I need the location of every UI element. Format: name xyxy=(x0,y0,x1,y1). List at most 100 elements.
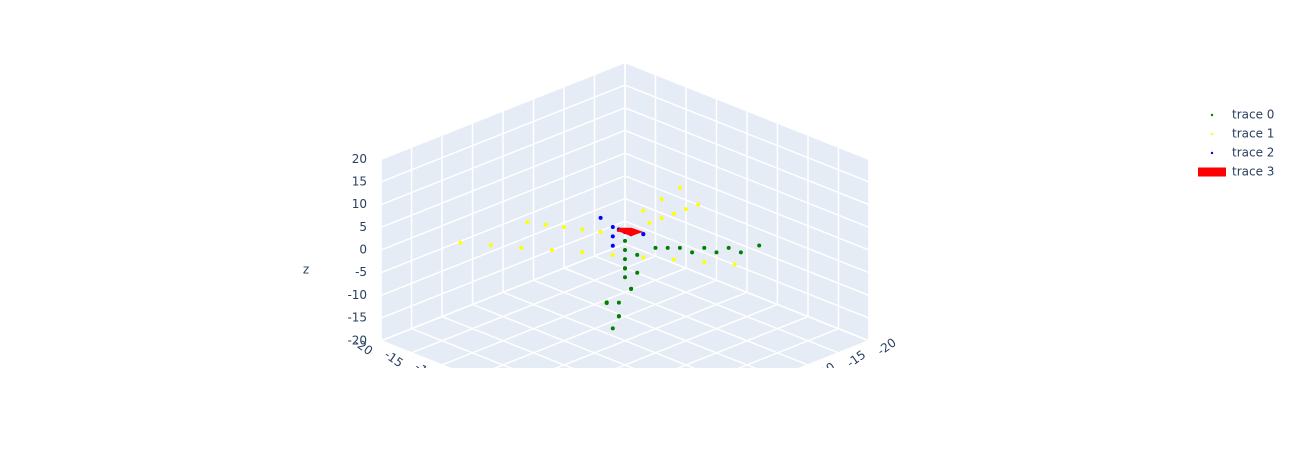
grid-line xyxy=(502,291,696,368)
data-point xyxy=(635,252,640,257)
data-line xyxy=(616,227,644,237)
x-tick-label: -5 xyxy=(449,376,467,394)
floor xyxy=(381,243,869,368)
z-tick-label: 5 xyxy=(359,220,367,234)
grid-line xyxy=(380,61,626,160)
data-point xyxy=(641,231,646,236)
z-tick-label: 0 xyxy=(359,243,367,257)
grid-line xyxy=(533,279,757,368)
z-tick-label: 10 xyxy=(352,197,367,211)
y-tick-label: 20 xyxy=(631,435,652,450)
data-point xyxy=(543,222,548,227)
grid-line xyxy=(624,175,870,274)
data-point xyxy=(635,270,640,275)
grid-line xyxy=(563,267,809,366)
y-tick-label: -20 xyxy=(875,335,899,358)
z-tick-label: -20 xyxy=(347,333,367,347)
data-point xyxy=(574,407,578,411)
data-point xyxy=(641,255,646,260)
data-point xyxy=(732,262,737,267)
data-point xyxy=(598,229,603,234)
grid-line xyxy=(798,340,870,368)
data-point xyxy=(702,245,707,250)
grid-line xyxy=(624,243,870,342)
x-tick-label: 0 xyxy=(483,391,497,407)
x-tick-label: 15 xyxy=(568,423,589,443)
data-point xyxy=(677,245,682,250)
legend-label: trace 1 xyxy=(1232,127,1274,141)
y-tick-label: 5 xyxy=(722,403,736,419)
data-point xyxy=(641,208,646,213)
grid-line xyxy=(624,107,870,206)
z-tick-label: -10 xyxy=(347,288,367,302)
legend: trace 0 trace 1 trace 2 trace 3 xyxy=(1198,108,1274,179)
grid-line xyxy=(624,84,870,183)
grid-line xyxy=(380,197,626,297)
y-tick-label: 10 xyxy=(692,410,713,430)
z-tick-label: -15 xyxy=(347,311,367,325)
data-point xyxy=(580,227,585,232)
grid-line xyxy=(624,61,870,160)
x-tick-label: 20 xyxy=(599,435,620,450)
data-point xyxy=(690,250,695,255)
grid-line xyxy=(380,340,452,368)
grid-line xyxy=(380,152,626,251)
data-point xyxy=(659,216,664,221)
data-point xyxy=(714,250,719,255)
grid-line xyxy=(380,129,626,229)
data-point xyxy=(598,215,603,220)
data-point xyxy=(616,300,621,305)
data-point xyxy=(604,300,609,305)
data-point xyxy=(757,243,762,248)
grid-line xyxy=(737,327,839,368)
data-point xyxy=(665,245,670,250)
z-tick-label: -5 xyxy=(355,265,367,279)
legend-label: trace 2 xyxy=(1232,146,1274,160)
legend-label: trace 3 xyxy=(1232,165,1274,179)
z-axis-title: z xyxy=(303,263,309,277)
grid-line xyxy=(441,315,574,368)
legend-swatch xyxy=(1210,132,1214,136)
data-point xyxy=(623,275,627,280)
data-point xyxy=(629,287,634,292)
x-tick-label: -15 xyxy=(382,347,406,370)
data-point xyxy=(574,397,578,401)
data-point xyxy=(610,252,615,257)
grid-line xyxy=(380,175,626,274)
legend-swatch xyxy=(1210,151,1214,155)
data-point xyxy=(671,257,676,262)
legend-label: trace 0 xyxy=(1232,108,1274,122)
grid-line xyxy=(624,220,870,319)
data-point xyxy=(610,243,615,248)
grid-line xyxy=(594,255,839,354)
x-tick-label: 5 xyxy=(514,403,528,419)
data-point xyxy=(677,185,682,190)
grid-line xyxy=(380,220,626,319)
data-point xyxy=(683,207,688,212)
data-point xyxy=(458,240,463,245)
grid-line xyxy=(624,152,870,251)
grid-line xyxy=(624,197,870,297)
grid-line xyxy=(472,303,635,368)
data-point xyxy=(525,220,530,225)
data-point xyxy=(610,326,615,331)
grid-line xyxy=(380,243,626,342)
data-point xyxy=(671,211,676,216)
data-point xyxy=(653,245,658,250)
data-point xyxy=(696,202,701,207)
data-point xyxy=(623,266,627,271)
data-point xyxy=(702,260,707,265)
z-tick-label: 15 xyxy=(352,174,367,188)
data-point xyxy=(616,313,621,318)
z-tick-label: 20 xyxy=(352,152,367,166)
grid-line xyxy=(380,84,626,183)
legend-swatch xyxy=(1210,113,1214,117)
data-point xyxy=(623,257,627,262)
grid-line xyxy=(624,129,870,229)
x-tick-label: -10 xyxy=(412,360,436,383)
data-point xyxy=(549,248,554,252)
data-point xyxy=(623,238,627,243)
data-point xyxy=(580,250,585,255)
